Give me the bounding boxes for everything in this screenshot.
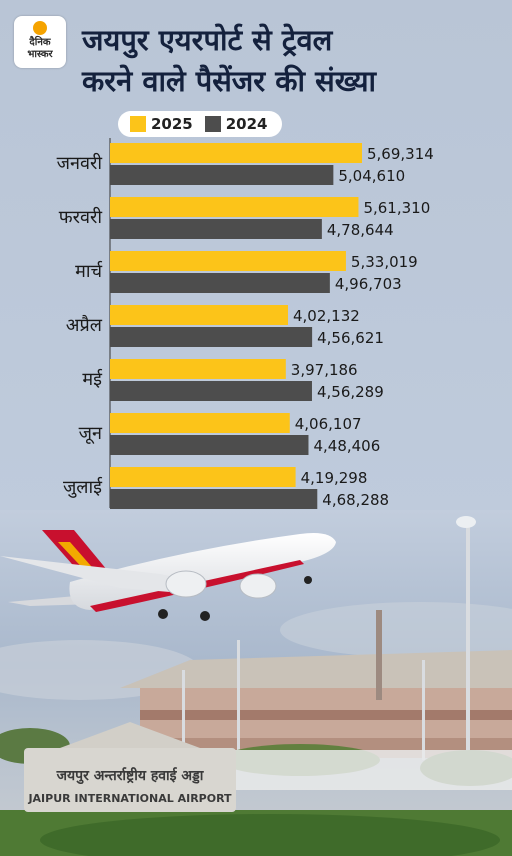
airport-sign-board [24,748,236,812]
cloud [280,602,512,658]
bar-2024 [110,435,309,455]
bar-2024 [110,219,322,239]
data-label-2025: 3,97,186 [291,361,358,379]
data-label-2024: 4,78,644 [327,221,394,239]
bar-2025 [110,305,288,325]
airport-photo: जयपुर अन्तर्राष्ट्रीय हवाई अड्डा JAIPUR … [0,510,512,856]
bar-2024 [110,165,334,185]
lamp-post-4 [422,660,425,760]
terminal-roof [120,650,512,688]
data-label-2025: 4,02,132 [293,307,360,325]
chart-title-line-2: करने वाले पैसेंजर की संख्या [82,64,377,98]
airport-sign-english: JAIPUR INTERNATIONAL AIRPORT [27,792,232,805]
data-label-2024: 4,56,289 [317,383,384,401]
terminal-window-band [140,710,512,720]
data-label-2024: 4,48,406 [313,437,380,455]
aircraft-wing [0,556,200,592]
brand-logo: दैनिक भास्कर [14,16,66,68]
data-label-2024: 4,68,288 [322,491,389,509]
legend-swatch-2025 [130,116,146,132]
sun-icon [33,21,47,35]
brand-line-1: दैनिक [29,37,51,48]
airport-sign-hindi: जयपुर अन्तर्राष्ट्रीय हवाई अड्डा [56,767,205,785]
aircraft-wheel [158,609,168,619]
aircraft-engine-left [165,570,207,598]
bar-2025 [110,413,290,433]
hedge [40,814,500,856]
lamp-post-3 [237,640,240,750]
fence [228,750,512,790]
lamp-head [456,516,476,528]
category-label: जनवरी [57,152,103,174]
chart-legend: 2025 2024 [118,111,282,137]
data-label-2024: 4,56,621 [317,329,384,347]
legend-label-2024: 2024 [225,115,268,133]
data-label-2025: 5,33,019 [351,253,418,271]
data-label-2025: 4,06,107 [295,415,362,433]
bar-chart: जनवरी 5,69,314 5,04,610 फरवरी 5,61,310 4,78,6… [57,138,434,509]
tower [376,610,382,700]
bar-2025 [110,197,359,217]
category-label: जून [79,423,103,444]
aircraft-wheel [200,611,210,621]
bar-2025 [110,251,346,271]
bar-2025 [110,143,362,163]
bar-2024 [110,273,330,293]
lamp-post [466,522,470,752]
bar-2025 [110,359,286,379]
category-label: जुलाई [63,476,103,498]
chart-title-line-1: जयपुर एयरपोर्ट से ट्रेवल [82,23,333,57]
category-label: मार्च [75,260,103,282]
data-label-2025: 4,19,298 [301,469,368,487]
category-label: फरवरी [59,206,103,228]
data-label-2025: 5,69,314 [367,145,434,163]
air-india-aircraft [0,530,336,621]
lamp-post-2 [182,670,185,750]
airport-sign-top [60,722,200,748]
aircraft-engine-right [239,573,277,599]
bar-2024 [110,489,318,509]
legend-label-2025: 2025 [151,115,193,133]
category-label: अप्रैल [66,314,103,336]
data-label-2025: 5,61,310 [363,199,430,217]
data-label-2024: 5,04,610 [338,167,405,185]
legend-item-2024: 2024 [204,115,268,133]
bar-2024 [110,381,312,401]
legend-swatch-2024 [204,116,221,132]
aircraft-wheel [304,576,312,584]
category-label: मई [82,368,103,390]
bar-2025 [110,467,296,487]
brand-line-2: भास्कर [27,49,53,60]
legend-item-2025: 2025 [130,115,193,133]
data-label-2024: 4,96,703 [335,275,402,293]
aircraft-fuselage [69,533,336,610]
bar-2024 [110,327,313,347]
chart-title: जयपुर एयरपोर्ट से ट्रेवल करने वाले पैसें… [82,20,502,102]
